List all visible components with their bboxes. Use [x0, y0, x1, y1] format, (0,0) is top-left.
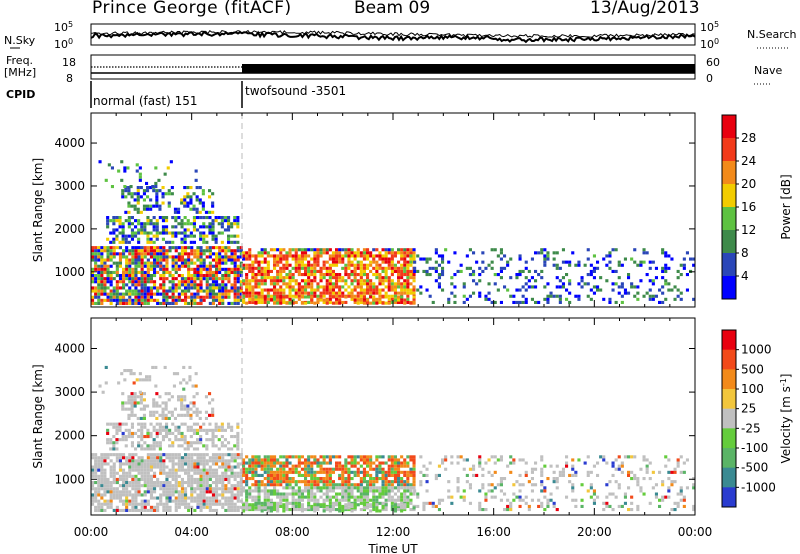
nave-label: Nave	[754, 64, 782, 77]
nsky-trace	[90, 30, 696, 44]
power-colorbar-tick-20: 20	[741, 177, 756, 191]
power-colorbar-tick-28: 28	[741, 131, 756, 145]
xtick-label-0: 00:00	[74, 525, 109, 539]
power-colorbar-label: Power [dB]	[779, 174, 793, 239]
velocity-colorbar-tick--1000: -1000	[741, 480, 776, 494]
power-colorbar-swatch-2	[722, 161, 736, 185]
power-colorbar-swatch-3	[722, 184, 736, 208]
nsearch-tick-high: 105	[700, 20, 719, 34]
velocity-colorbar-tick--25: -25	[741, 421, 761, 435]
xtick-label-4: 16:00	[476, 525, 511, 539]
velocity-colorbar-label: Velocity [m s-1]	[779, 374, 793, 464]
power-colorbar-swatch-5	[722, 230, 736, 254]
power-ytick-label-3000: 3000	[54, 179, 85, 193]
title-station: Prince George (fitACF)	[92, 0, 292, 18]
power-colorbar-swatch-1	[722, 138, 736, 162]
freq-label: Freq.	[6, 54, 33, 67]
velocity-colorbar-swatch-1	[722, 349, 736, 370]
nsky-panel-frame	[90, 23, 696, 46]
velocity-colorbar-frame	[721, 329, 737, 508]
freq-tick-high: 18	[62, 56, 76, 69]
velocity-ylabel: Slant Range [km]	[31, 364, 45, 468]
power-ylabel: Slant Range [km]	[31, 158, 45, 262]
power-ytick-label-1000: 1000	[54, 265, 85, 279]
velocity-colorbar-tick-100: 100	[741, 382, 764, 396]
xtick-label-1: 04:00	[174, 525, 209, 539]
power-colorbar-swatch-4	[722, 207, 736, 231]
velocity-colorbar-swatch-5	[722, 428, 736, 449]
title-date: 13/Aug/2013	[590, 0, 700, 18]
velocity-colorbar-swatch-6	[722, 448, 736, 469]
power-colorbar-swatch-6	[722, 253, 736, 277]
power-ytick-label-4000: 4000	[54, 136, 85, 150]
velocity-colorbar-swatch-2	[722, 369, 736, 390]
freq-tick-low: 8	[66, 72, 73, 85]
velocity-panel-cells	[91, 365, 696, 513]
velocity-colorbar-swatch-0	[722, 330, 736, 351]
freq-unit-label: [MHz]	[4, 66, 36, 79]
velocity-ytick-label-4000: 4000	[54, 342, 85, 356]
nave-tick-low: 0	[706, 72, 713, 85]
nsky-label: N.Sky	[4, 34, 36, 47]
xtick-label-6: 00:00	[678, 525, 713, 539]
nave-tick-high: 60	[706, 56, 720, 69]
velocity-colorbar-swatch-3	[722, 389, 736, 410]
power-colorbar-swatch-0	[722, 115, 736, 139]
power-colorbar-tick-4: 4	[741, 269, 749, 283]
velocity-colorbar-tick-25: 25	[741, 402, 756, 416]
velocity-colorbar-swatch-7	[722, 467, 736, 488]
xtick-label-5: 20:00	[577, 525, 612, 539]
nsearch-label: N.Search	[747, 28, 797, 41]
nsearch-trace	[90, 29, 696, 38]
cpid-segment-normal-fast: normal (fast) 151	[93, 94, 197, 108]
power-panel-cells	[91, 160, 696, 305]
power-ytick-label-2000: 2000	[54, 222, 85, 236]
velocity-colorbar-tick--100: -100	[741, 441, 768, 455]
velocity-colorbar-swatch-4	[722, 408, 736, 429]
velocity-colorbar-tick--500: -500	[741, 461, 768, 475]
nsearch-tick-low: 100	[700, 37, 719, 51]
velocity-colorbar-tick-1000: 1000	[741, 343, 772, 357]
nsky-tick-low: 100	[54, 37, 73, 51]
power-colorbar-tick-12: 12	[741, 223, 756, 237]
title-beam: Beam 09	[354, 0, 431, 18]
velocity-ytick-label-1000: 1000	[54, 472, 85, 486]
velocity-colorbar-swatch-8	[722, 487, 736, 508]
power-colorbar-swatch-7	[722, 276, 736, 300]
velocity-colorbar-tick-500: 500	[741, 362, 764, 376]
nsky-tick-high: 105	[54, 20, 73, 34]
xtick-label-3: 12:00	[376, 525, 411, 539]
nave-band-twofsound	[242, 64, 695, 73]
velocity-ytick-label-3000: 3000	[54, 385, 85, 399]
cpid-segment-twofsound: twofsound -3501	[245, 84, 346, 98]
power-colorbar-tick-8: 8	[741, 246, 749, 260]
velocity-ytick-label-2000: 2000	[54, 429, 85, 443]
xtick-label-2: 08:00	[275, 525, 310, 539]
power-colorbar-tick-24: 24	[741, 154, 756, 168]
x-axis-label: Time UT	[367, 542, 418, 554]
cpid-label: CPID	[6, 88, 35, 101]
power-colorbar-tick-16: 16	[741, 200, 756, 214]
